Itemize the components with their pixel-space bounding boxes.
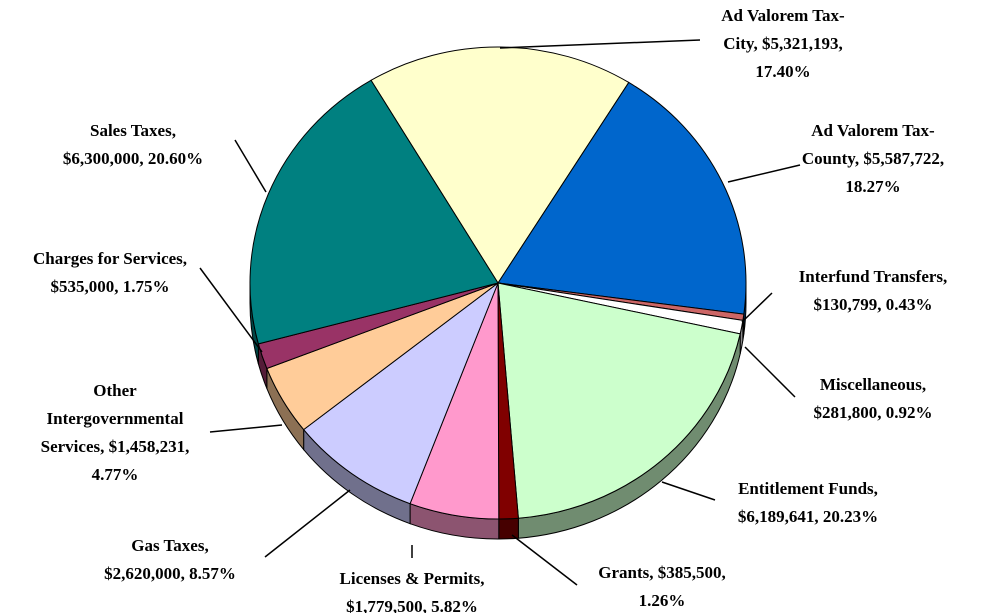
- data-label: Sales Taxes, $6,300,000, 20.60%: [63, 121, 203, 168]
- slice: [497, 282, 741, 519]
- label-line: 1.26%: [639, 591, 686, 610]
- data-label: Other Intergovernmental Services, $1,458,2…: [41, 381, 190, 484]
- data-label: Ad Valorem Tax- County, $5,587,722, 18.27%: [802, 121, 944, 196]
- leader-line: [727, 164, 801, 183]
- slice: [249, 79, 499, 345]
- data-label: Interfund Transfers, $130,799, 0.43%: [799, 267, 948, 314]
- data-label: Entitlement Funds, $6,189,641, 20.23%: [738, 479, 878, 526]
- leader-line: [741, 292, 773, 323]
- label-line: Licenses & Permits,: [340, 569, 485, 588]
- leader-line: [234, 139, 267, 193]
- label-line: Intergovernmental: [47, 409, 184, 428]
- label-line: $535,000, 1.75%: [51, 277, 170, 296]
- label-line: Interfund Transfers,: [799, 267, 948, 286]
- label-line: Entitlement Funds,: [738, 479, 878, 498]
- label-line: Services, $1,458,231,: [41, 437, 190, 456]
- label-line: Other: [93, 381, 137, 400]
- data-label: Miscellaneous, $281,800, 0.92%: [814, 375, 933, 422]
- label-line: Ad Valorem Tax-: [721, 6, 845, 25]
- label-line: $130,799, 0.43%: [814, 295, 933, 314]
- label-line: Sales Taxes,: [90, 121, 176, 140]
- leader-line: [199, 267, 263, 353]
- slice: [302, 281, 500, 505]
- data-label: Charges for Services, $535,000, 1.75%: [33, 249, 187, 296]
- label-line: $6,189,641, 20.23%: [738, 507, 878, 526]
- data-label: Licenses & Permits, $1,779,500, 5.82%: [340, 569, 485, 613]
- label-line: City, $5,321,193,: [723, 34, 842, 53]
- label-line: County, $5,587,722,: [802, 149, 944, 168]
- label-line: Ad Valorem Tax-: [811, 121, 935, 140]
- slice: [497, 81, 747, 315]
- label-line: Gas Taxes,: [131, 536, 208, 555]
- label-line: 18.27%: [845, 177, 900, 196]
- label-line: $6,300,000, 20.60%: [63, 149, 203, 168]
- leader-line: [661, 481, 716, 501]
- label-line: 4.77%: [92, 465, 139, 484]
- leader-line: [511, 534, 578, 586]
- data-label: Gas Taxes, $2,620,000, 8.57%: [104, 536, 236, 583]
- label-line: $1,779,500, 5.82%: [346, 597, 478, 613]
- label-line: $2,620,000, 8.57%: [104, 564, 236, 583]
- slice: [370, 46, 630, 284]
- label-line: 17.40%: [755, 62, 810, 81]
- data-label: Grants, $385,500, 1.26%: [598, 563, 726, 610]
- data-label: Ad Valorem Tax- City, $5,321,193, 17.40%: [721, 6, 845, 81]
- leader-line: [209, 424, 283, 433]
- leader-line: [264, 489, 351, 558]
- label-line: Charges for Services,: [33, 249, 187, 268]
- leader-line: [499, 39, 701, 49]
- leader-line: [744, 346, 796, 398]
- label-line: Grants, $385,500,: [598, 563, 726, 582]
- slice-side: [498, 517, 519, 540]
- label-line: Miscellaneous,: [820, 375, 926, 394]
- label-line: $281,800, 0.92%: [814, 403, 933, 422]
